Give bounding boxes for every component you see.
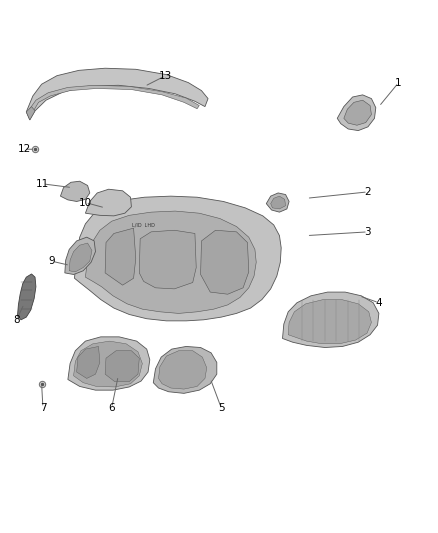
Polygon shape: [139, 230, 196, 289]
Polygon shape: [105, 228, 136, 285]
Polygon shape: [74, 196, 281, 321]
Polygon shape: [85, 211, 256, 313]
Polygon shape: [65, 237, 95, 274]
Text: 4: 4: [375, 298, 382, 308]
Text: 11: 11: [36, 179, 49, 189]
Polygon shape: [26, 68, 208, 120]
Polygon shape: [74, 341, 142, 387]
Polygon shape: [266, 193, 289, 212]
Polygon shape: [18, 274, 36, 320]
Text: 10: 10: [79, 198, 92, 207]
Text: 12: 12: [18, 144, 31, 154]
Text: 8: 8: [13, 315, 20, 325]
Text: 9: 9: [48, 256, 55, 266]
Polygon shape: [77, 346, 100, 378]
Polygon shape: [60, 181, 90, 201]
Polygon shape: [105, 351, 139, 382]
Polygon shape: [201, 230, 249, 294]
Polygon shape: [68, 337, 150, 390]
Polygon shape: [153, 346, 217, 393]
Polygon shape: [85, 189, 131, 216]
Text: 3: 3: [364, 227, 371, 237]
Polygon shape: [26, 107, 35, 120]
Polygon shape: [344, 100, 371, 125]
Text: 2: 2: [364, 187, 371, 197]
Polygon shape: [30, 85, 199, 112]
Polygon shape: [69, 243, 92, 272]
Polygon shape: [283, 292, 379, 348]
Polygon shape: [288, 300, 371, 344]
Polygon shape: [159, 351, 207, 389]
Text: 13: 13: [159, 71, 172, 80]
Polygon shape: [271, 196, 286, 209]
Text: 1: 1: [395, 78, 402, 87]
Text: 5: 5: [218, 403, 225, 413]
Polygon shape: [337, 95, 376, 131]
Text: 6: 6: [108, 403, 115, 413]
Text: L/ID  LHD: L/ID LHD: [132, 222, 155, 228]
Text: 7: 7: [39, 403, 46, 413]
